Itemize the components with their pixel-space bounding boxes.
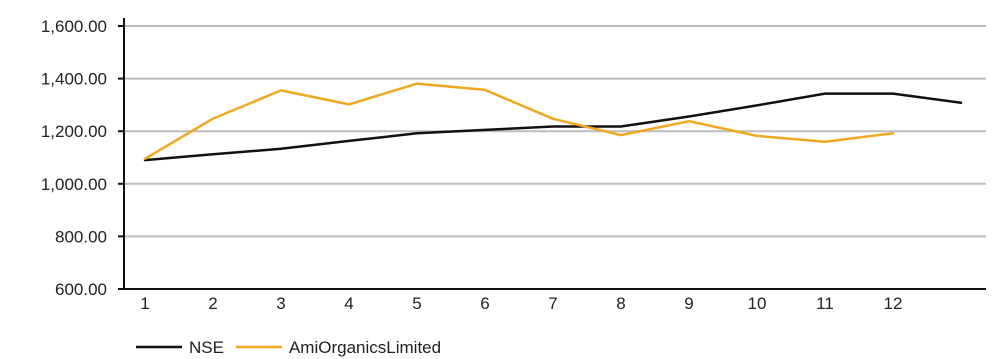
y-tick-label: 1,200.00 bbox=[41, 122, 107, 141]
y-tick-label: 1,000.00 bbox=[41, 175, 107, 194]
x-tick-label: 6 bbox=[480, 294, 489, 313]
series-line-nse bbox=[143, 92, 963, 162]
x-tick-label: 4 bbox=[344, 294, 353, 313]
series-lines bbox=[143, 82, 963, 162]
axes bbox=[118, 18, 986, 290]
x-tick-label: 12 bbox=[884, 294, 903, 313]
y-tick-label: 1,400.00 bbox=[41, 70, 107, 89]
grid-lines bbox=[124, 25, 986, 238]
x-tick-label: 2 bbox=[208, 294, 217, 313]
x-tick-label: 5 bbox=[412, 294, 421, 313]
legend-label-amiorganicslimited: AmiOrganicsLimited bbox=[289, 338, 441, 357]
series-line-amiorganicslimited bbox=[143, 82, 895, 161]
x-tick-label: 11 bbox=[816, 294, 834, 313]
legend-label-nse: NSE bbox=[189, 338, 224, 357]
x-tick-label: 7 bbox=[548, 294, 557, 313]
y-tick-label: 600.00 bbox=[55, 280, 107, 299]
legend: NSE AmiOrganicsLimited bbox=[136, 338, 441, 357]
y-axis-tick-labels: 600.00 800.00 1,000.00 1,200.00 1,400.00 1,60… bbox=[41, 17, 107, 299]
x-tick-label: 9 bbox=[684, 294, 693, 313]
x-tick-label: 8 bbox=[616, 294, 625, 313]
x-tick-label: 3 bbox=[276, 294, 285, 313]
x-tick-label: 1 bbox=[140, 294, 149, 313]
x-tick-label: 10 bbox=[748, 294, 767, 313]
y-tick-label: 1,600.00 bbox=[41, 17, 107, 36]
x-axis-tick-labels: 1 2 3 4 5 6 7 8 9 10 11 12 bbox=[140, 294, 902, 313]
y-tick-label: 800.00 bbox=[55, 227, 107, 246]
